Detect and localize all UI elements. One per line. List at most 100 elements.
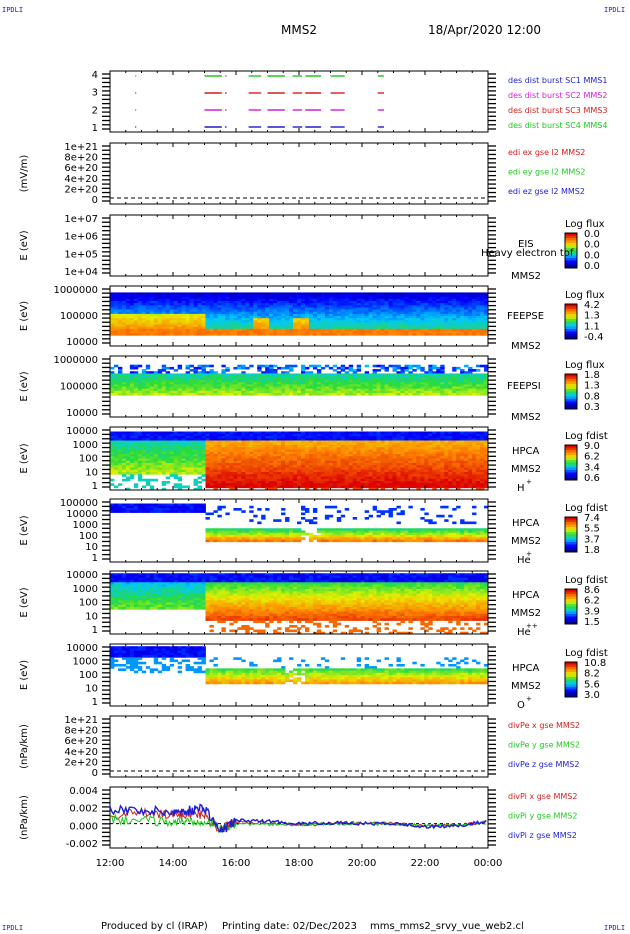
spectrogram-cell bbox=[189, 296, 194, 300]
spectrogram-cell bbox=[392, 386, 397, 390]
spectrogram-cell bbox=[400, 442, 405, 446]
spectrogram-cell bbox=[476, 364, 481, 368]
spectrogram-cell bbox=[308, 298, 314, 302]
spectrogram-cell bbox=[110, 478, 115, 482]
spectrogram-cell bbox=[344, 469, 350, 473]
spectrogram-cell bbox=[300, 371, 306, 374]
spectrogram-cell bbox=[336, 390, 342, 394]
spectrogram-cell bbox=[340, 458, 346, 462]
spectrogram-cell bbox=[416, 377, 421, 381]
spectrogram-cell bbox=[372, 474, 377, 477]
spectrogram-cell bbox=[205, 322, 210, 325]
spectrogram-cell bbox=[181, 485, 186, 489]
spectrogram-cell bbox=[265, 485, 270, 489]
spectrogram-cell bbox=[424, 458, 429, 462]
spectrogram-cell bbox=[177, 326, 183, 330]
spectrogram-cell bbox=[209, 440, 214, 444]
spectrogram-cell bbox=[253, 377, 258, 381]
spectrogram-cell bbox=[404, 301, 409, 304]
spectrogram-cell bbox=[117, 316, 123, 319]
spectrogram-cell bbox=[221, 292, 226, 295]
spectrogram-cell bbox=[141, 320, 147, 323]
spectrogram-cell bbox=[165, 451, 171, 455]
spectrogram-cell bbox=[229, 316, 234, 319]
spectrogram-cell bbox=[328, 436, 334, 439]
spectrogram-cell bbox=[304, 371, 310, 374]
spectrogram-cell bbox=[169, 440, 175, 444]
spectrogram-cell bbox=[360, 463, 366, 466]
spectrogram-cell bbox=[444, 326, 449, 330]
spectrogram-cell bbox=[125, 298, 131, 302]
spectrogram-cell bbox=[257, 331, 262, 334]
spectrogram-cell bbox=[348, 294, 354, 298]
spectrogram-cell bbox=[261, 379, 266, 383]
spectrogram-cell bbox=[344, 371, 350, 374]
spectrogram-cell bbox=[181, 296, 186, 300]
spectrogram-cell bbox=[420, 440, 425, 444]
spectrogram-cell bbox=[121, 331, 127, 334]
spectrogram-cell bbox=[408, 476, 413, 480]
spectrogram-cell bbox=[209, 307, 214, 310]
spectrogram-cell bbox=[480, 364, 485, 368]
spectrogram-cell bbox=[157, 294, 163, 298]
spectrogram-cell bbox=[384, 440, 389, 444]
spectrogram-cell bbox=[117, 451, 123, 455]
spectrogram-cell bbox=[428, 476, 433, 480]
spectrogram-cell bbox=[141, 382, 147, 385]
spectrogram-cell bbox=[356, 292, 362, 295]
spectrogram-cell bbox=[476, 322, 481, 325]
spectrogram-cell bbox=[428, 442, 433, 446]
spectrogram-cell bbox=[229, 469, 234, 473]
spectrogram-cell bbox=[328, 313, 334, 317]
spectrogram-cell bbox=[364, 303, 370, 306]
spectrogram-cell bbox=[237, 463, 242, 466]
spectrogram-cell bbox=[388, 467, 393, 471]
spectrogram-cell bbox=[460, 371, 465, 374]
spectrogram-cell bbox=[320, 373, 326, 377]
spectrogram-cell bbox=[332, 481, 338, 484]
spectrogram-cell bbox=[169, 366, 175, 370]
spectrogram-cell bbox=[241, 469, 246, 473]
spectrogram-cell bbox=[328, 333, 334, 336]
spectrogram-cell bbox=[261, 301, 266, 304]
spectrogram-cell bbox=[300, 377, 306, 381]
spectrogram-cell bbox=[408, 333, 413, 336]
spectrogram-cell bbox=[153, 465, 159, 468]
spectrogram-cell bbox=[336, 442, 342, 446]
spectrogram-cell bbox=[129, 311, 135, 315]
spectrogram-cell bbox=[368, 478, 374, 482]
spectrogram-cell bbox=[117, 465, 123, 468]
spectrogram-cell bbox=[177, 320, 183, 323]
spectrogram-cell bbox=[328, 442, 334, 446]
spectrogram-cell bbox=[468, 316, 473, 319]
spectrogram-cell bbox=[293, 469, 298, 473]
spectrogram-cell bbox=[253, 324, 258, 328]
spectrogram-cell bbox=[344, 390, 350, 394]
spectrogram-cell bbox=[320, 303, 326, 306]
spectrogram-cell bbox=[368, 296, 374, 300]
spectrogram-cell bbox=[285, 436, 290, 439]
spectrogram-cell bbox=[273, 301, 278, 304]
spectrogram-cell bbox=[408, 377, 413, 381]
spectrogram-cell bbox=[408, 375, 413, 379]
spectrogram-cell bbox=[300, 485, 306, 489]
spectrogram-cell bbox=[324, 458, 330, 462]
spectrogram-cell bbox=[376, 316, 381, 319]
spectrogram-cell bbox=[388, 431, 393, 435]
spectrogram-cell bbox=[344, 451, 350, 455]
spectrogram-cell bbox=[245, 301, 250, 304]
spectrogram-cell bbox=[312, 294, 318, 298]
spectrogram-cell bbox=[225, 294, 230, 298]
spectrogram-cell bbox=[173, 377, 179, 381]
spectrogram-cell bbox=[416, 311, 421, 315]
spectrogram-cell bbox=[368, 474, 374, 477]
spectrogram-cell bbox=[304, 433, 310, 437]
spectrogram-cell bbox=[281, 458, 286, 462]
spectrogram-cell bbox=[277, 324, 282, 328]
spectrogram-cell bbox=[428, 451, 433, 455]
spectrogram-cell bbox=[316, 386, 322, 390]
spectrogram-cell bbox=[137, 375, 143, 379]
spectrogram-cell bbox=[129, 454, 135, 457]
spectrogram-cell bbox=[376, 303, 381, 306]
spectrogram-cell bbox=[113, 326, 119, 330]
